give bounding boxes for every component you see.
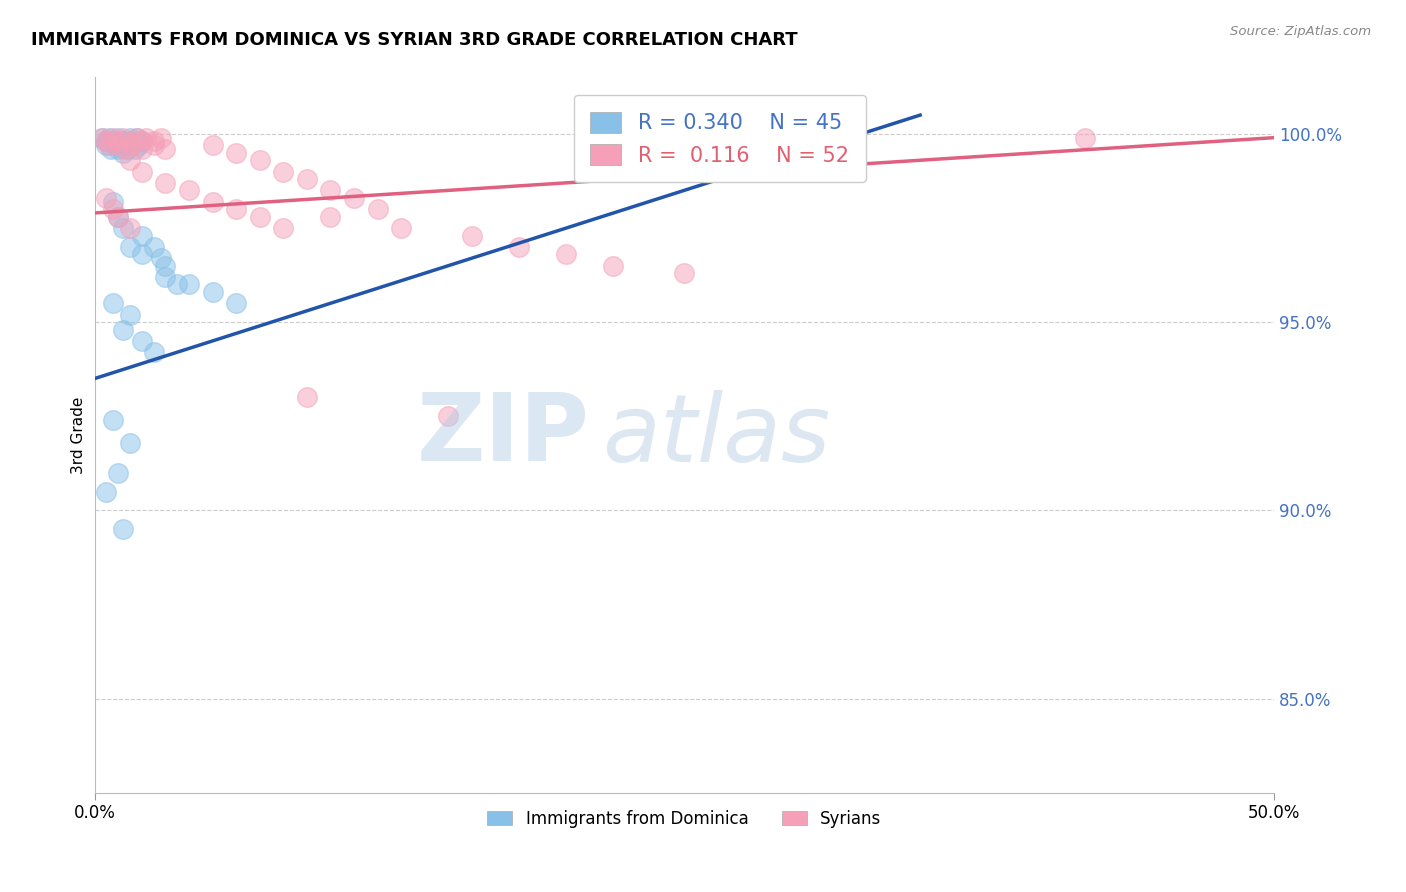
Point — [1074, 130, 1097, 145]
Point — [225, 145, 247, 160]
Point — [201, 138, 224, 153]
Point — [155, 142, 177, 156]
Point — [131, 228, 153, 243]
Point — [111, 323, 134, 337]
Point — [107, 138, 129, 153]
Point — [555, 247, 578, 261]
Point — [121, 138, 143, 153]
Point — [177, 183, 200, 197]
Point — [125, 130, 148, 145]
Point — [117, 142, 139, 156]
Point — [225, 202, 247, 217]
Point — [201, 285, 224, 299]
Point — [96, 135, 118, 149]
Point — [96, 138, 118, 153]
Point — [166, 277, 188, 292]
Point — [110, 135, 132, 149]
Point — [111, 130, 134, 145]
Point — [508, 240, 530, 254]
Point — [135, 130, 157, 145]
Point — [107, 135, 129, 149]
Point — [114, 138, 136, 153]
Point — [118, 130, 141, 145]
Point — [111, 522, 134, 536]
Point — [118, 240, 141, 254]
Point — [271, 221, 294, 235]
Point — [131, 164, 153, 178]
Point — [125, 130, 148, 145]
Text: Source: ZipAtlas.com: Source: ZipAtlas.com — [1230, 25, 1371, 38]
Point — [118, 308, 141, 322]
Point — [249, 153, 271, 168]
Point — [100, 142, 122, 156]
Point — [90, 130, 112, 145]
Point — [128, 138, 150, 153]
Point — [131, 247, 153, 261]
Point — [155, 259, 177, 273]
Point — [271, 164, 294, 178]
Point — [249, 210, 271, 224]
Text: atlas: atlas — [602, 390, 830, 481]
Point — [118, 153, 141, 168]
Point — [118, 135, 141, 149]
Point — [131, 142, 153, 156]
Text: IMMIGRANTS FROM DOMINICA VS SYRIAN 3RD GRADE CORRELATION CHART: IMMIGRANTS FROM DOMINICA VS SYRIAN 3RD G… — [31, 31, 797, 49]
Point — [389, 221, 412, 235]
Point — [155, 269, 177, 284]
Point — [90, 130, 112, 145]
Point — [343, 191, 366, 205]
Point — [107, 466, 129, 480]
Point — [107, 210, 129, 224]
Point — [118, 435, 141, 450]
Point — [118, 221, 141, 235]
Point — [673, 266, 696, 280]
Point — [149, 130, 172, 145]
Point — [114, 142, 136, 156]
Point — [96, 484, 118, 499]
Point — [155, 176, 177, 190]
Point — [103, 135, 125, 149]
Point — [124, 142, 146, 156]
Point — [96, 135, 118, 149]
Point — [103, 130, 125, 145]
Point — [367, 202, 389, 217]
Point — [177, 277, 200, 292]
Point — [295, 172, 318, 186]
Point — [295, 391, 318, 405]
Point — [461, 228, 484, 243]
Point — [142, 138, 165, 153]
Point — [121, 138, 143, 153]
Point — [97, 138, 120, 153]
Point — [131, 334, 153, 348]
Point — [103, 296, 125, 310]
Point — [131, 135, 153, 149]
Point — [118, 135, 141, 149]
Point — [225, 296, 247, 310]
Point — [319, 183, 342, 197]
Point — [104, 138, 127, 153]
Point — [111, 221, 134, 235]
Point — [107, 142, 129, 156]
Point — [201, 194, 224, 209]
Point — [437, 409, 460, 424]
Point — [149, 251, 172, 265]
Point — [319, 210, 342, 224]
Legend: Immigrants from Dominica, Syrians: Immigrants from Dominica, Syrians — [481, 803, 889, 834]
Point — [103, 413, 125, 427]
Point — [131, 135, 153, 149]
Point — [111, 145, 134, 160]
Point — [142, 240, 165, 254]
Point — [96, 191, 118, 205]
Point — [142, 345, 165, 359]
Point — [103, 202, 125, 217]
Y-axis label: 3rd Grade: 3rd Grade — [72, 396, 86, 474]
Text: ZIP: ZIP — [418, 389, 591, 481]
Point — [107, 130, 129, 145]
Point — [602, 259, 624, 273]
Point — [142, 135, 165, 149]
Point — [97, 130, 120, 145]
Point — [103, 194, 125, 209]
Point — [107, 210, 129, 224]
